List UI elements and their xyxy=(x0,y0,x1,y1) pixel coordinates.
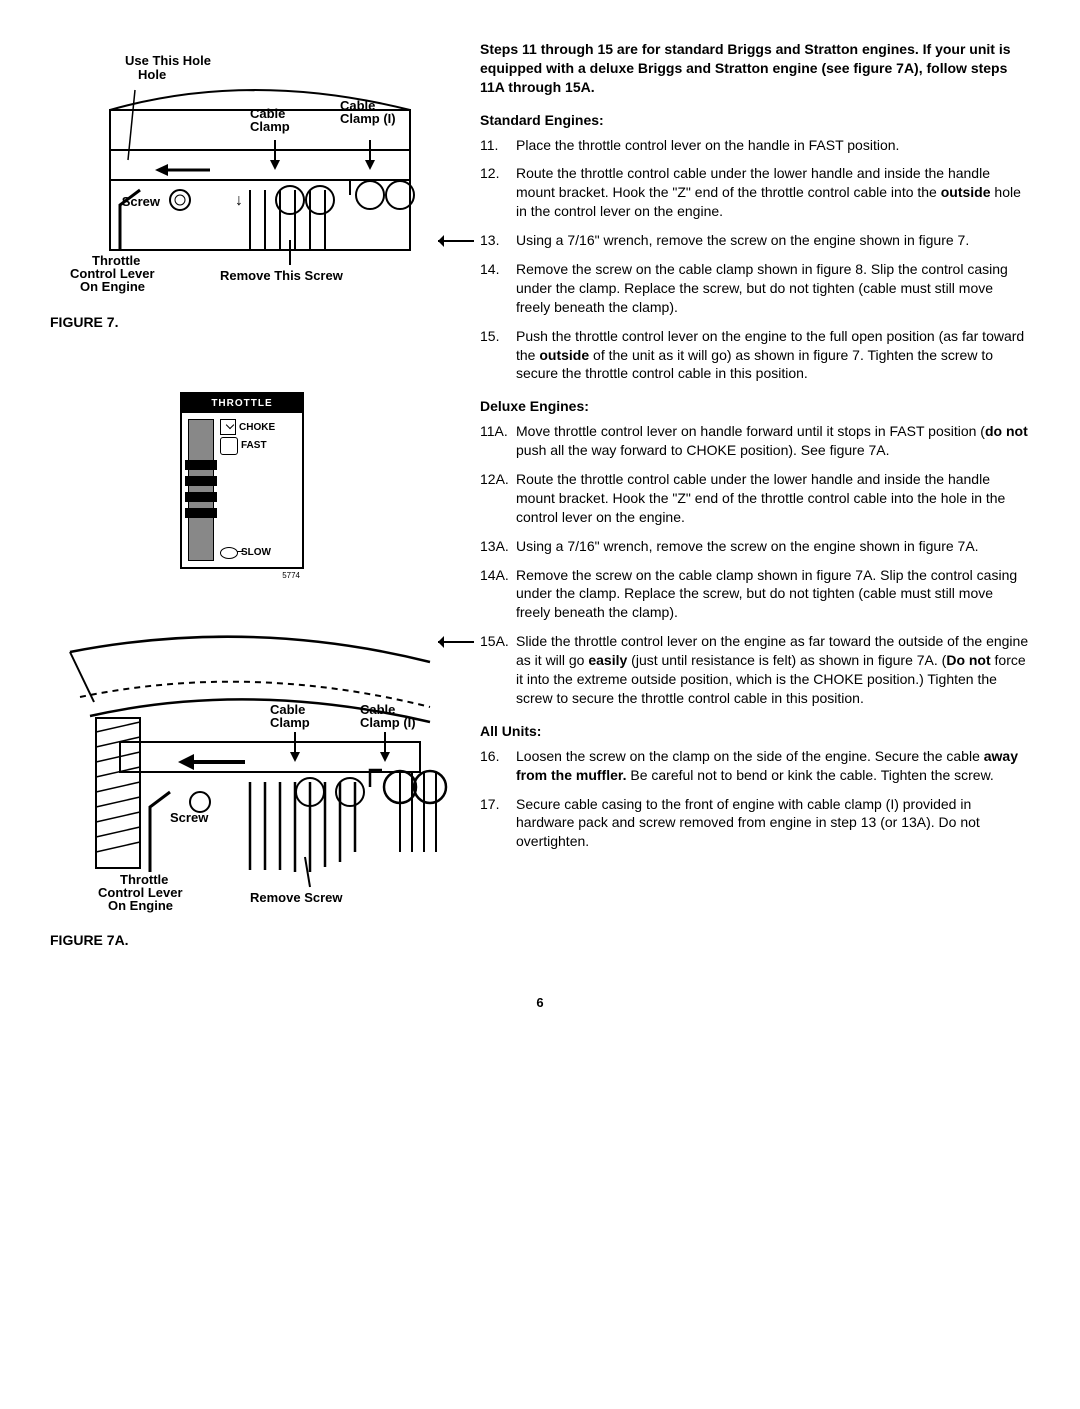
step-number: 14A. xyxy=(480,566,516,623)
svg-text:Hole: Hole xyxy=(138,67,166,82)
svg-text:Screw: Screw xyxy=(170,810,209,825)
step: 15.Push the throttle control lever on th… xyxy=(480,327,1030,384)
step-number: 12. xyxy=(480,164,516,221)
step-number: 15. xyxy=(480,327,516,384)
step: 11A.Move throttle control lever on handl… xyxy=(480,422,1030,460)
step: 13A.Using a 7/16" wrench, remove the scr… xyxy=(480,537,1030,556)
step-number: 12A. xyxy=(480,470,516,527)
figure-7a-label: FIGURE 7A. xyxy=(50,931,450,950)
svg-text:CableClamp (I): CableClamp (I) xyxy=(360,702,416,730)
step-text: Remove the screw on the cable clamp show… xyxy=(516,260,1030,317)
svg-text:CableClamp (I): CableClamp (I) xyxy=(340,98,396,126)
step-text: Remove the screw on the cable clamp show… xyxy=(516,566,1030,623)
step-text: Place the throttle control lever on the … xyxy=(516,136,1030,155)
right-column: Steps 11 through 15 are for standard Bri… xyxy=(480,40,1030,970)
step-number: 13A. xyxy=(480,537,516,556)
turtle-icon xyxy=(220,547,238,559)
figure-7: Use This Hole Hole CableClamp CableClamp… xyxy=(50,40,450,332)
step-number: 11. xyxy=(480,136,516,155)
step: 12.Route the throttle control cable unde… xyxy=(480,164,1030,221)
svg-text:CableClamp: CableClamp xyxy=(250,106,290,134)
label-slow: SLOW xyxy=(241,546,271,560)
lead-paragraph: Steps 11 through 15 are for standard Bri… xyxy=(480,40,1030,97)
svg-text:Remove Screw: Remove Screw xyxy=(250,890,343,905)
step-text: Secure cable casing to the front of engi… xyxy=(516,795,1030,852)
step: 14A.Remove the screw on the cable clamp … xyxy=(480,566,1030,623)
throttle-slider-track xyxy=(188,419,214,561)
step-number: 14. xyxy=(480,260,516,317)
step: 11.Place the throttle control lever on t… xyxy=(480,136,1030,155)
svg-text:Use This Hole: Use This Hole xyxy=(125,53,211,68)
left-column: Use This Hole Hole CableClamp CableClamp… xyxy=(50,40,450,970)
figure-7a: CableClamp CableClamp (I) Screw Throttle… xyxy=(50,622,450,950)
step-text: Using a 7/16" wrench, remove the screw o… xyxy=(516,231,1030,250)
label-fast: FAST xyxy=(241,439,267,453)
svg-text:ThrottleControl LeverOn Engine: ThrottleControl LeverOn Engine xyxy=(98,872,183,913)
step: 13.Using a 7/16" wrench, remove the scre… xyxy=(480,231,1030,250)
svg-text:Screw: Screw xyxy=(122,194,161,209)
step-text: Slide the throttle control lever on the … xyxy=(516,632,1030,708)
label-use-this-hole: Use This Hole xyxy=(125,53,211,68)
step: 15A.Slide the throttle control lever on … xyxy=(480,632,1030,708)
figure-7a-diagram: CableClamp CableClamp (I) Screw Throttle… xyxy=(50,622,450,922)
serial-number: 5774 xyxy=(180,571,300,582)
step: 17.Secure cable casing to the front of e… xyxy=(480,795,1030,852)
rabbit-icon xyxy=(220,437,238,455)
throttle-header: THROTTLE xyxy=(182,394,302,414)
step-text: Route the throttle control cable under t… xyxy=(516,470,1030,527)
svg-text:ThrottleControl LeverOn Engine: ThrottleControl LeverOn Engine xyxy=(70,253,155,294)
page-number: 6 xyxy=(50,994,1030,1012)
step-text: Push the throttle control lever on the e… xyxy=(516,327,1030,384)
step-number: 15A. xyxy=(480,632,516,708)
step-text: Route the throttle control cable under t… xyxy=(516,164,1030,221)
page: Use This Hole Hole CableClamp CableClamp… xyxy=(50,40,1030,970)
figure-7-diagram: Use This Hole Hole CableClamp CableClamp… xyxy=(50,40,430,300)
svg-text:↓: ↓ xyxy=(235,192,243,209)
label-choke: CHOKE xyxy=(239,421,275,435)
step: 14.Remove the screw on the cable clamp s… xyxy=(480,260,1030,317)
step-text: Move throttle control lever on handle fo… xyxy=(516,422,1030,460)
step-text: Using a 7/16" wrench, remove the screw o… xyxy=(516,537,1030,556)
choke-icon xyxy=(220,419,236,435)
throttle-panel: THROTTLE CHOKE FAST SLOW xyxy=(180,392,450,582)
standard-heading: Standard Engines: xyxy=(480,111,1030,130)
step-number: 11A. xyxy=(480,422,516,460)
step-number: 13. xyxy=(480,231,516,250)
svg-text:CableClamp: CableClamp xyxy=(270,702,310,730)
figure-7-label: FIGURE 7. xyxy=(50,313,450,332)
step-text: Loosen the screw on the clamp on the sid… xyxy=(516,747,1030,785)
step: 12A.Route the throttle control cable und… xyxy=(480,470,1030,527)
step: 16.Loosen the screw on the clamp on the … xyxy=(480,747,1030,785)
all-units-heading: All Units: xyxy=(480,722,1030,741)
step-number: 16. xyxy=(480,747,516,785)
label-remove-screw: Remove This Screw xyxy=(220,268,344,283)
step-number: 17. xyxy=(480,795,516,852)
deluxe-heading: Deluxe Engines: xyxy=(480,397,1030,416)
